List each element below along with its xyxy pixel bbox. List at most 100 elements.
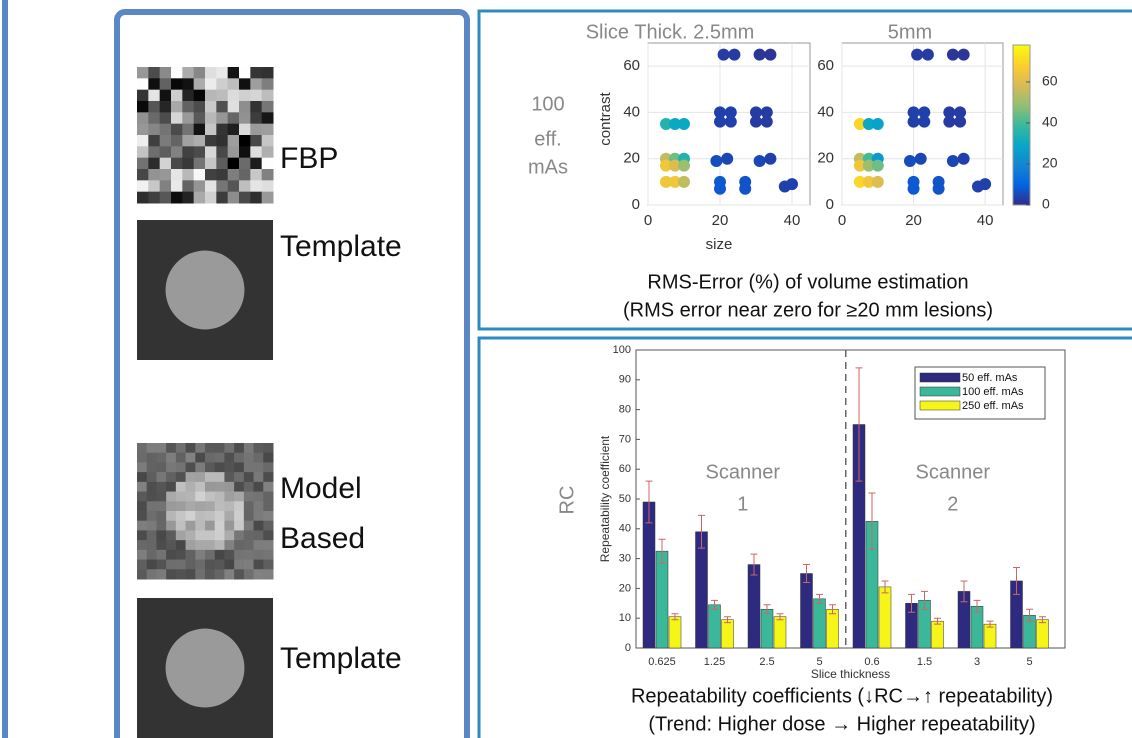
pixel — [250, 112, 262, 124]
pixel — [160, 90, 172, 102]
pixel — [148, 192, 160, 204]
pixel — [156, 501, 166, 511]
pixel — [234, 501, 244, 511]
pixel — [160, 101, 172, 113]
pixel — [160, 192, 172, 204]
pixel — [228, 78, 240, 90]
pixel — [205, 192, 217, 204]
pixel — [176, 443, 186, 453]
pixel — [205, 135, 217, 147]
point — [754, 49, 766, 61]
pixel — [244, 530, 254, 540]
pixel — [137, 135, 149, 147]
point — [908, 183, 920, 195]
pixel — [147, 530, 157, 540]
pixel — [224, 511, 234, 521]
point — [678, 176, 690, 188]
pixel — [215, 472, 225, 482]
pixel — [244, 521, 254, 531]
annotation: Scanner — [916, 461, 991, 483]
pixel — [215, 462, 225, 472]
pixel — [176, 462, 186, 472]
pixel — [205, 101, 217, 113]
pixel — [182, 124, 194, 136]
pixel — [137, 90, 149, 102]
x-axis-label: Slice thickness — [811, 667, 890, 681]
pixel — [215, 492, 225, 502]
pixel — [147, 482, 157, 492]
pixel — [171, 67, 183, 79]
pixel — [234, 511, 244, 521]
x-tick-label: 3 — [974, 656, 980, 668]
pixel — [234, 530, 244, 540]
pixel — [156, 443, 166, 453]
pixel — [171, 135, 183, 147]
pixel — [244, 482, 254, 492]
pixel — [239, 112, 251, 124]
pixel — [205, 90, 217, 102]
pixel — [239, 146, 251, 158]
pixel — [160, 146, 172, 158]
bar — [656, 551, 668, 648]
pixel — [137, 492, 147, 502]
pixel — [148, 169, 160, 181]
pixel — [205, 472, 215, 482]
pixel — [205, 453, 215, 463]
pixel — [195, 492, 205, 502]
y-tick-label: 80 — [619, 404, 631, 416]
pixel — [176, 492, 186, 502]
pixel — [137, 101, 149, 113]
pixel — [215, 560, 225, 570]
pixel — [244, 453, 254, 463]
pixel — [166, 560, 176, 570]
point — [872, 160, 884, 172]
pixel — [216, 78, 228, 90]
pixel — [205, 550, 215, 560]
pixel — [166, 443, 176, 453]
pixel — [186, 550, 196, 560]
row-label: mAs — [528, 156, 568, 178]
point — [739, 183, 751, 195]
pixel — [156, 540, 166, 550]
pixel — [254, 550, 264, 560]
pixel — [182, 146, 194, 158]
pixel — [228, 112, 240, 124]
pixel — [166, 569, 176, 579]
pixel — [215, 540, 225, 550]
pixel — [216, 135, 228, 147]
pixel — [262, 135, 274, 147]
pixel — [215, 482, 225, 492]
pixel — [234, 550, 244, 560]
y-tick-label: 0 — [826, 196, 834, 213]
colorbar-tick-label: 20 — [1042, 155, 1058, 171]
pixel — [137, 112, 149, 124]
template-disk — [166, 629, 245, 708]
pixel — [254, 443, 264, 453]
pixel — [215, 569, 225, 579]
bar — [801, 574, 813, 649]
pixel — [137, 521, 147, 531]
pixel — [244, 569, 254, 579]
pixel — [216, 90, 228, 102]
y-tick-label: 50 — [619, 493, 631, 505]
pixel — [250, 169, 262, 181]
y-tick-label: 20 — [623, 150, 640, 167]
pixel — [195, 472, 205, 482]
pixel — [205, 78, 217, 90]
pixel — [137, 78, 149, 90]
image-label: Based — [280, 522, 365, 555]
pixel — [262, 146, 274, 158]
pixel — [224, 453, 234, 463]
point — [954, 116, 966, 128]
pixel — [194, 124, 206, 136]
pixel — [239, 90, 251, 102]
point — [979, 178, 991, 190]
pixel — [186, 472, 196, 482]
pixel — [254, 472, 264, 482]
point — [786, 178, 798, 190]
x-axis-label: size — [706, 236, 733, 253]
pixel — [234, 462, 244, 472]
pixel — [166, 540, 176, 550]
pixel — [156, 453, 166, 463]
pixel — [262, 101, 274, 113]
